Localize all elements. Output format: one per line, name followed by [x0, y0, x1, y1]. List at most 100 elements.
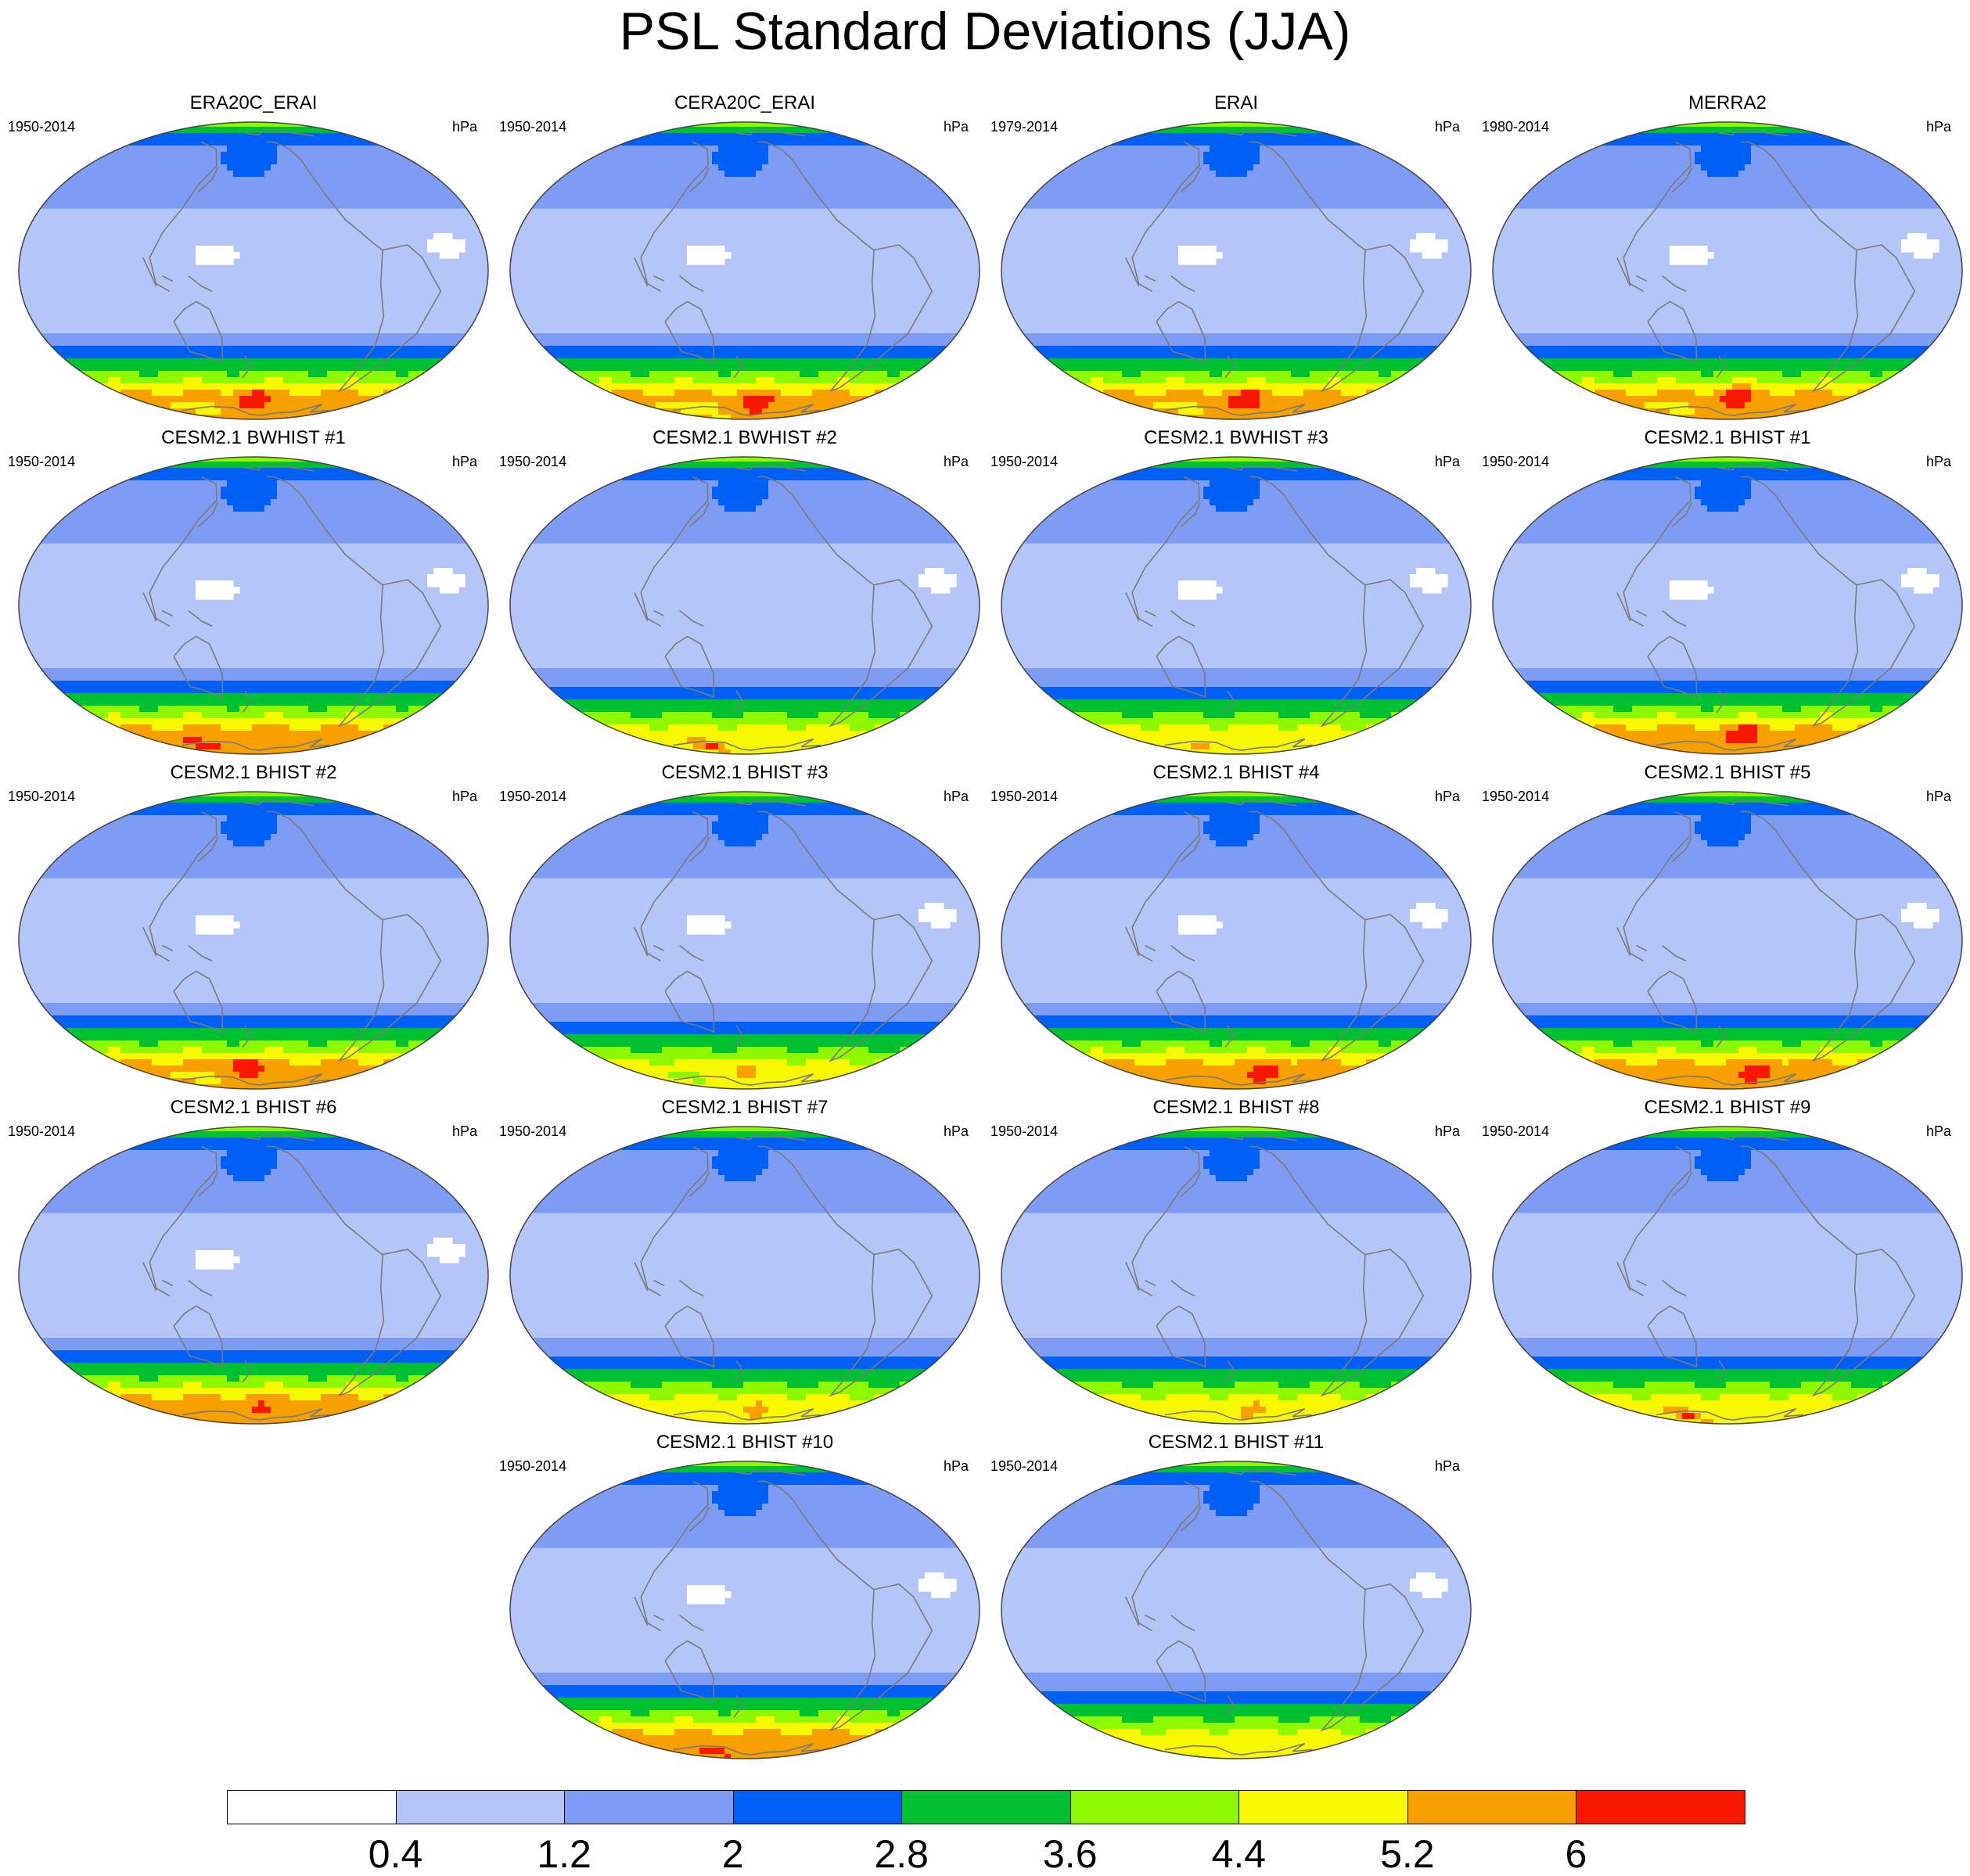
contour-cell — [850, 164, 857, 171]
contour-cell — [70, 346, 77, 353]
contour-cell — [693, 358, 700, 365]
contour-cell — [1228, 377, 1235, 384]
contour-cell — [649, 158, 656, 165]
contour-cell — [189, 177, 196, 184]
contour-cell — [674, 371, 681, 378]
contour-cell — [1335, 183, 1342, 190]
contour-cell — [264, 139, 271, 146]
contour-cell — [196, 246, 203, 253]
contour-cell — [1147, 171, 1154, 178]
contour-cell — [214, 189, 221, 196]
contour-cell — [1795, 133, 1802, 140]
contour-cell — [756, 358, 763, 365]
contour-cell — [302, 146, 309, 153]
contour-cell — [599, 352, 606, 359]
contour-cell — [1745, 152, 1752, 159]
contour-cell — [1185, 358, 1192, 365]
contour-cell — [756, 352, 763, 359]
contour-cell — [1159, 171, 1167, 178]
contour-cell — [1335, 152, 1342, 159]
contour-cell — [1216, 365, 1223, 372]
contour-cell — [806, 158, 813, 165]
contour-cell — [718, 377, 725, 384]
contour-cell — [756, 202, 763, 209]
contour-cell — [352, 177, 359, 184]
contour-cell — [925, 189, 932, 196]
contour-cell — [1222, 365, 1229, 372]
contour-cell — [1078, 183, 1085, 190]
contour-cell — [408, 196, 415, 203]
contour-cell — [643, 189, 650, 196]
contour-cell — [252, 340, 259, 347]
contour-cell — [768, 390, 775, 397]
contour-cell — [1141, 196, 1148, 203]
contour-cell — [196, 346, 203, 353]
contour-cell — [581, 346, 588, 353]
contour-cell — [1707, 127, 1714, 134]
contour-cell — [264, 177, 271, 184]
contour-cell — [1285, 346, 1292, 353]
contour-cell — [731, 402, 738, 409]
contour-cell — [612, 158, 619, 165]
contour-cell — [289, 133, 297, 140]
contour-cell — [1429, 202, 1436, 209]
contour-cell — [189, 383, 196, 390]
contour-cell — [656, 158, 663, 165]
contour-cell — [315, 333, 322, 340]
contour-cell — [315, 396, 322, 403]
contour-cell — [750, 171, 757, 178]
contour-cell — [252, 402, 259, 409]
contour-cell — [868, 152, 875, 159]
contour-cell — [674, 396, 681, 403]
contour-cell — [750, 383, 757, 390]
contour-cell — [302, 365, 309, 372]
contour-cell — [1651, 146, 1658, 153]
contour-cell — [1247, 139, 1254, 146]
contour-cell — [358, 171, 365, 178]
contour-cell — [183, 171, 190, 178]
contour-cell — [114, 177, 121, 184]
contour-cell — [912, 202, 919, 209]
contour-cell — [108, 158, 115, 165]
contour-cell — [775, 133, 782, 140]
contour-cell — [1066, 365, 1073, 372]
contour-cell — [1322, 177, 1329, 184]
contour-cell — [1278, 371, 1285, 378]
contour-cell — [458, 340, 466, 347]
contour-cell — [283, 383, 290, 390]
contour-cell — [1360, 158, 1367, 165]
contour-cell — [850, 139, 857, 146]
contour-cell — [1372, 196, 1379, 203]
contour-cell — [800, 333, 807, 340]
contour-cell — [1385, 196, 1392, 203]
contour-cell — [787, 202, 794, 209]
contour-cell — [668, 358, 675, 365]
contour-cell — [618, 177, 625, 184]
contour-cell — [271, 352, 278, 359]
contour-cell — [1191, 377, 1198, 384]
contour-cell — [440, 340, 447, 347]
contour-cell — [1895, 177, 1902, 184]
contour-cell — [277, 352, 284, 359]
contour-cell — [258, 177, 265, 184]
contour-cell — [656, 202, 663, 209]
contour-cell — [164, 152, 171, 159]
contour-cell — [289, 383, 297, 390]
contour-cell — [427, 346, 434, 353]
contour-cell — [1366, 177, 1373, 184]
contour-cell — [1128, 158, 1135, 165]
contour-cell — [120, 202, 128, 209]
contour-cell — [1645, 158, 1652, 165]
contour-cell — [1845, 158, 1852, 165]
contour-cell — [227, 158, 234, 165]
contour-cell — [1670, 133, 1677, 140]
contour-cell — [1379, 158, 1386, 165]
contour-cell — [1322, 396, 1329, 403]
contour-cell — [208, 258, 215, 265]
contour-cell — [1882, 164, 1889, 171]
contour-cell — [599, 377, 606, 384]
contour-cell — [183, 133, 190, 140]
contour-cell — [146, 333, 153, 340]
contour-cell — [271, 202, 278, 209]
contour-cell — [775, 365, 782, 372]
